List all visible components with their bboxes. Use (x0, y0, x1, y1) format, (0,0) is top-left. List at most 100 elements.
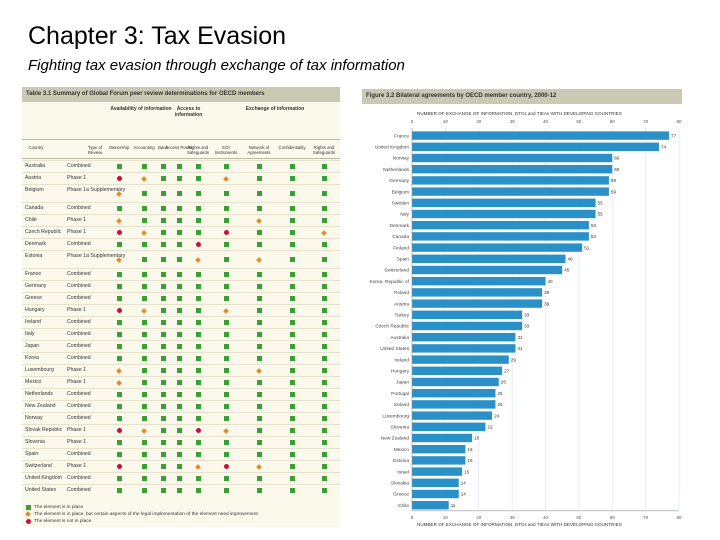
bilateral-agreements-chart: Figure 3.2 Bilateral agreements by OECD … (362, 89, 682, 527)
column-header: Country (28, 145, 44, 150)
bar (412, 153, 613, 163)
in-place-marker (176, 191, 182, 196)
in-place-marker (256, 344, 262, 349)
category-label: Norway (393, 156, 410, 162)
group-header: Availability of information (110, 106, 172, 112)
table-row: Canada Combined (22, 202, 340, 214)
in-place-marker (223, 488, 229, 493)
bar (412, 221, 589, 230)
x-tick-label: 30 (510, 515, 516, 520)
in-place-marker (321, 452, 327, 457)
in-place-marker (141, 440, 147, 445)
review-type: Phase 1 (67, 427, 87, 433)
in-place-marker (141, 218, 147, 223)
bar (412, 344, 516, 353)
x-tick-label-top: 30 (510, 119, 516, 124)
in-place-marker (321, 206, 327, 211)
needs-improvement-marker (255, 463, 262, 470)
review-type: Phase 1 (67, 217, 87, 223)
in-place-marker (116, 296, 122, 301)
in-place-marker (160, 176, 166, 181)
in-place-marker (321, 320, 327, 325)
table-row: Estonia Phase 1a Supplementary (22, 250, 340, 268)
not-in-place-marker (195, 242, 201, 247)
in-place-marker (195, 284, 201, 289)
in-place-marker (116, 356, 122, 361)
in-place-marker (141, 488, 147, 493)
in-place-marker (141, 284, 147, 289)
in-place-marker (116, 272, 122, 277)
category-label: United Kingdom (375, 145, 409, 151)
country-name: Netherlands (25, 391, 53, 397)
bar (412, 176, 609, 185)
x-tick-label: 20 (476, 515, 482, 520)
country-name: Japan (25, 343, 40, 349)
value-label: 74 (661, 145, 667, 150)
in-place-marker (321, 218, 327, 223)
bar (412, 467, 463, 476)
category-label: Chile (398, 503, 409, 509)
category-label: Germany (389, 178, 409, 184)
bar (412, 400, 496, 409)
in-place-marker (141, 344, 147, 349)
country-name: Norway (25, 415, 43, 421)
in-place-marker (195, 272, 201, 277)
review-type: Phase 1 (67, 229, 87, 235)
column-header: Confidentiality (278, 145, 306, 150)
bar (412, 299, 543, 308)
review-type: Combined (67, 343, 91, 349)
in-place-marker (176, 257, 182, 262)
in-place-marker (256, 440, 262, 445)
value-label: 11 (451, 503, 456, 508)
category-label: Hungary (391, 369, 410, 375)
in-place-marker (195, 164, 201, 169)
table-row: Denmark Combined (22, 238, 340, 250)
in-place-marker (195, 344, 201, 349)
in-place-marker (141, 296, 147, 301)
in-place-marker (176, 392, 182, 397)
category-label: Finland (393, 245, 409, 251)
country-name: Slovenia (25, 439, 45, 445)
category-label: Switzerland (384, 268, 409, 274)
in-place-marker (223, 392, 229, 397)
in-place-marker (256, 230, 262, 235)
value-label: 16 (467, 447, 473, 452)
value-label: 18 (474, 436, 480, 441)
in-place-marker (116, 452, 122, 457)
in-place-marker (176, 428, 182, 433)
table-row: Switzerland Phase 1 (22, 460, 340, 472)
bar (412, 321, 523, 331)
category-label: Czech Republic (375, 324, 409, 330)
in-place-marker (321, 416, 327, 421)
in-place-marker (176, 452, 182, 457)
in-place-marker (195, 308, 201, 313)
in-place-marker (160, 344, 166, 349)
column-header: Rights and Safeguards (313, 145, 335, 155)
category-label: Italy (400, 212, 409, 218)
category-label: Canada (392, 234, 409, 240)
country-name: Canada (25, 205, 44, 211)
table-row: Mexico Phase 1 (22, 376, 340, 388)
table-row: Netherlands Combined (22, 388, 340, 400)
value-label: 26 (501, 380, 507, 385)
bar (412, 433, 473, 443)
category-label: Australia (390, 335, 409, 341)
bar (412, 366, 503, 375)
column-header: Network of Agreements (247, 145, 271, 155)
in-place-marker (176, 218, 182, 223)
in-place-marker (289, 191, 295, 196)
bar (412, 501, 449, 510)
in-place-marker (116, 332, 122, 337)
value-label: 24 (494, 413, 500, 418)
x-tick-label: 10 (443, 515, 449, 520)
needs-improvement-marker (255, 256, 262, 263)
in-place-marker (176, 416, 182, 421)
in-place-marker (160, 257, 166, 262)
needs-improvement-marker (140, 229, 147, 236)
group-header: Access to information (174, 106, 203, 118)
in-place-marker (176, 206, 182, 211)
in-place-marker (223, 404, 229, 409)
in-place-marker (321, 296, 327, 301)
country-name: Switzerland (25, 463, 52, 469)
in-place-marker (321, 191, 327, 196)
